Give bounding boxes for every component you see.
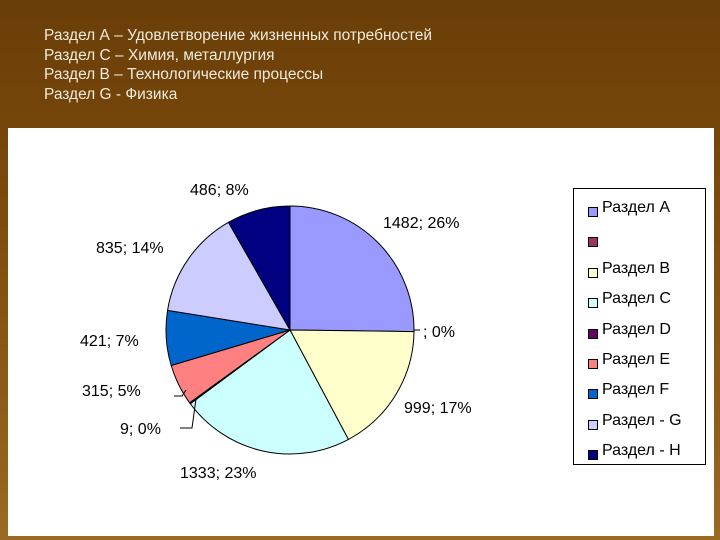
legend-label-2: Раздел В [602, 259, 670, 277]
legend-item-0: Раздел А [574, 197, 705, 227]
legend-item-6: Раздел F [574, 379, 705, 409]
slice-label-7: 835; 14% [96, 240, 164, 257]
slice-label-6: 421; 7% [80, 333, 139, 350]
slice-label-3: 1333; 23% [180, 465, 257, 482]
legend-item-8: Раздел - H [574, 440, 705, 470]
legend-swatch-7 [588, 419, 598, 430]
legend-label-3: Раздел С [602, 290, 671, 308]
pie-slice-8 [227, 205, 291, 332]
chart-panel: 1482; 26% ; 0% 999; 17% 1333; 23% 9; 0% 315; … [8, 128, 714, 536]
slice-label-4: 9; 0% [120, 421, 161, 438]
slice-label-0: 1482; 26% [383, 215, 460, 232]
legend-label-6: Раздел F [602, 381, 670, 399]
slice-label-8: 486; 8% [190, 182, 249, 199]
legend-label-8: Раздел - H [602, 442, 681, 460]
legend-label-0: Раздел А [602, 199, 670, 216]
legend-item-1 [574, 227, 705, 257]
leader-line-5 [174, 389, 187, 397]
legend-swatch-3 [588, 298, 598, 309]
legend-item-3: Раздел С [574, 288, 705, 318]
legend-swatch-5 [588, 358, 598, 369]
legend-label-5: Раздел E [602, 350, 670, 368]
legend-swatch-4 [588, 328, 598, 339]
legend-label-7: Раздел - G [602, 411, 682, 429]
legend-item-7: Раздел - G [574, 410, 705, 440]
legend-swatch-2 [588, 267, 598, 278]
legend-item-2: Раздел В [574, 258, 705, 288]
chart-legend: Раздел А Раздел В Раздел С Раздел D Раздел E… [573, 188, 706, 465]
header-line-g: Раздел G - Физика [44, 85, 178, 103]
legend-swatch-6 [588, 389, 598, 400]
legend-swatch-1 [588, 237, 598, 248]
pie-slice-3 [189, 329, 350, 455]
header-line-c: Раздел С – Химия, металлургия [44, 46, 275, 64]
slice-label-2: 999; 17% [404, 400, 472, 417]
legend-item-5: Раздел E [574, 349, 705, 379]
header-text: Раздел А – Удовлетворение жизненных потр… [44, 26, 432, 104]
pie-chart: 1482; 26% ; 0% 999; 17% 1333; 23% 9; 0% 315; … [80, 182, 472, 482]
slice-label-5: 315; 5% [82, 383, 141, 400]
pie-slice-7 [166, 221, 291, 331]
header-line-a: Раздел А – Удовлетворение жизненных потр… [44, 27, 433, 44]
pie-slice-0 [289, 205, 415, 333]
header-line-b: Раздел В – Технологические процессы [44, 66, 324, 83]
legend-swatch-0 [588, 207, 598, 217]
legend-swatch-8 [588, 450, 598, 461]
pie-slice-2 [289, 329, 415, 441]
legend-label-4: Раздел D [602, 320, 671, 338]
leader-line-4 [180, 398, 197, 429]
slice-label-1: ; 0% [423, 324, 455, 341]
legend-item-4: Раздел D [574, 319, 705, 349]
